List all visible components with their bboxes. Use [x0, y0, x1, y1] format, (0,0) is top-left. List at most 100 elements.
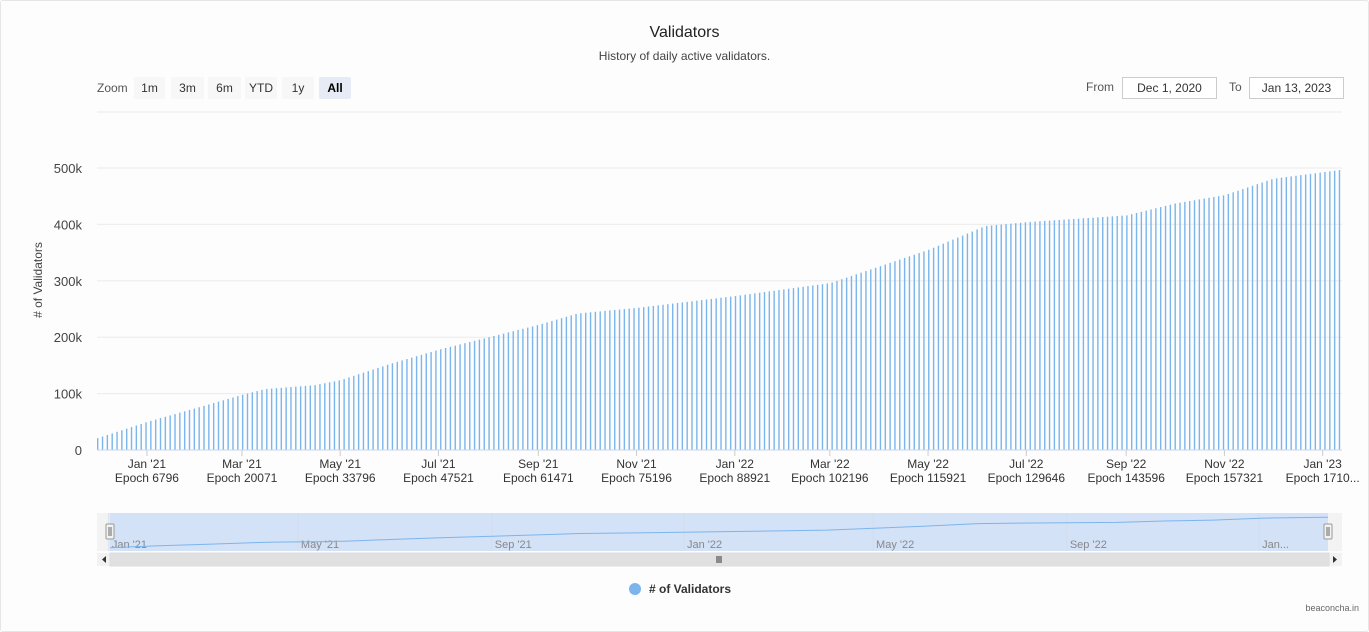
bar[interactable] — [174, 414, 176, 450]
bar[interactable] — [1000, 224, 1002, 450]
bar[interactable] — [150, 420, 152, 450]
bar[interactable] — [575, 313, 577, 450]
bar[interactable] — [507, 332, 510, 450]
bar[interactable] — [154, 419, 157, 450]
bar[interactable] — [1155, 208, 1157, 450]
bar[interactable] — [1039, 221, 1041, 450]
bar[interactable] — [1164, 205, 1167, 450]
bar[interactable] — [256, 391, 258, 450]
bar[interactable] — [865, 271, 867, 450]
bar[interactable] — [212, 403, 215, 450]
bar[interactable] — [1208, 197, 1210, 450]
bar[interactable] — [1242, 189, 1244, 450]
bar[interactable] — [444, 348, 447, 450]
bar[interactable] — [1121, 215, 1123, 450]
bar[interactable] — [1266, 180, 1268, 450]
bar[interactable] — [401, 360, 403, 450]
bar[interactable] — [246, 393, 249, 450]
bar[interactable] — [353, 375, 355, 450]
bar[interactable] — [623, 309, 626, 450]
bar[interactable] — [797, 287, 800, 450]
bar[interactable] — [812, 285, 814, 450]
bar[interactable] — [333, 381, 336, 450]
bar[interactable] — [585, 312, 587, 450]
bar[interactable] — [362, 372, 365, 450]
bar[interactable] — [517, 330, 519, 450]
bar[interactable] — [831, 282, 833, 450]
bar[interactable] — [1111, 216, 1114, 450]
bar[interactable] — [1251, 185, 1254, 451]
bar[interactable] — [295, 386, 297, 450]
bar[interactable] — [696, 300, 698, 450]
bar[interactable] — [193, 408, 196, 450]
bar[interactable] — [270, 388, 273, 450]
legend-item[interactable]: # of Validators — [629, 582, 731, 596]
bar[interactable] — [860, 272, 862, 450]
bar[interactable] — [1126, 215, 1128, 450]
bar[interactable] — [464, 343, 466, 450]
bar[interactable] — [188, 409, 191, 450]
bar[interactable] — [1169, 204, 1172, 450]
bar[interactable] — [179, 412, 181, 450]
bar[interactable] — [580, 313, 582, 450]
bar[interactable] — [435, 350, 437, 450]
bar[interactable] — [396, 361, 398, 450]
bar[interactable] — [1116, 216, 1118, 450]
bar[interactable] — [391, 363, 394, 450]
bar[interactable] — [1271, 179, 1273, 450]
bar[interactable] — [932, 247, 935, 450]
bar[interactable] — [145, 422, 147, 450]
bar[interactable] — [870, 269, 872, 450]
bar[interactable] — [754, 293, 756, 450]
bar[interactable] — [1275, 178, 1278, 451]
bar[interactable] — [614, 310, 616, 450]
bar[interactable] — [734, 296, 737, 450]
bar[interactable] — [1087, 218, 1089, 450]
bar[interactable] — [454, 345, 456, 450]
from-date-input[interactable]: Dec 1, 2020 — [1122, 77, 1217, 99]
bar[interactable] — [377, 367, 379, 450]
bar[interactable] — [1019, 222, 1022, 450]
bar[interactable] — [783, 289, 785, 450]
zoom-1m-button[interactable]: 1m — [134, 77, 165, 99]
bar[interactable] — [1131, 214, 1133, 450]
bar[interactable] — [1314, 173, 1317, 450]
bar[interactable] — [1237, 190, 1239, 450]
navigator-right-handle[interactable] — [1323, 523, 1333, 540]
bar[interactable] — [1082, 218, 1085, 450]
bar[interactable] — [1073, 218, 1075, 450]
bar[interactable] — [773, 290, 775, 450]
scroll-left-arrow-icon[interactable] — [102, 556, 106, 563]
bar[interactable] — [1063, 219, 1065, 450]
bar[interactable] — [1097, 217, 1099, 450]
bar[interactable] — [1319, 172, 1321, 450]
bar[interactable] — [241, 394, 244, 450]
bar[interactable] — [449, 346, 452, 450]
bar[interactable] — [894, 261, 896, 450]
bar[interactable] — [768, 291, 771, 450]
bar[interactable] — [879, 266, 882, 450]
bar[interactable] — [1217, 196, 1220, 450]
bar[interactable] — [106, 434, 109, 450]
credits-link[interactable]: beaconcha.in — [1305, 603, 1359, 613]
bar[interactable] — [908, 256, 911, 450]
bar[interactable] — [169, 415, 171, 450]
bar[interactable] — [662, 304, 664, 450]
bar[interactable] — [493, 336, 495, 450]
bar[interactable] — [657, 305, 659, 450]
bar[interactable] — [1295, 175, 1297, 450]
navigator[interactable]: Jan '21 May '21 Sep '21 Jan '22 May '22 Sep '… — [97, 513, 1342, 551]
bar[interactable] — [382, 366, 384, 450]
bar[interactable] — [1333, 170, 1336, 451]
bar[interactable] — [652, 305, 655, 450]
bar[interactable] — [97, 438, 99, 450]
bar[interactable] — [763, 292, 766, 450]
bar[interactable] — [923, 251, 925, 450]
bar[interactable] — [266, 388, 268, 450]
bar[interactable] — [952, 239, 954, 450]
bar[interactable] — [232, 397, 234, 450]
bar[interactable] — [1309, 173, 1312, 450]
bar[interactable] — [681, 302, 684, 450]
bar[interactable] — [792, 288, 795, 450]
bar[interactable] — [338, 380, 340, 450]
